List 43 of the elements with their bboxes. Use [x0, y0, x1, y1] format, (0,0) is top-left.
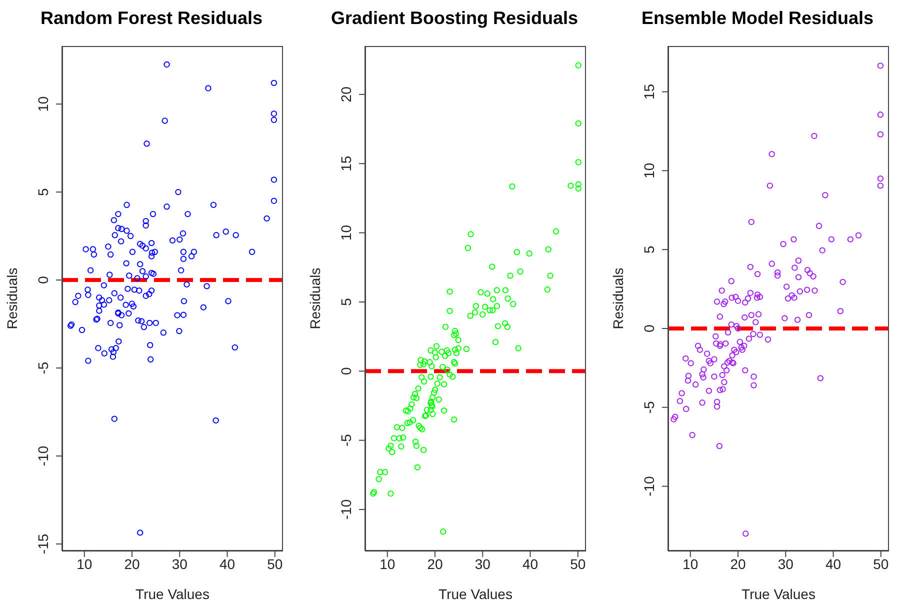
x-tick-label: 30	[474, 556, 491, 572]
y-tick-label: -15	[35, 534, 51, 554]
y-tick-label: -10	[35, 446, 51, 466]
x-tick-label: 30	[778, 556, 794, 572]
y-tick-label: 15	[641, 84, 657, 100]
y-tick-label: -10	[641, 476, 657, 496]
y-tick-label: 10	[35, 96, 51, 112]
x-tick-label: 20	[427, 556, 444, 572]
x-tick-label: 10	[380, 556, 396, 572]
y-tick-label: 15	[338, 156, 354, 172]
y-axis-title: Residuals	[610, 268, 626, 330]
x-tick-label: 40	[219, 556, 236, 572]
y-tick-label: -5	[35, 362, 51, 374]
y-axis-title: Residuals	[307, 268, 323, 330]
y-tick-label: 5	[35, 188, 51, 196]
x-tick-label: 40	[825, 556, 842, 572]
y-tick-label: 0	[35, 276, 51, 284]
x-tick-label: 40	[522, 556, 538, 572]
y-axis-title: Residuals	[4, 268, 20, 330]
x-tick-label: 20	[730, 556, 746, 572]
y-tick-label: 0	[641, 324, 657, 332]
x-tick-label: 10	[682, 556, 698, 572]
x-tick-label: 20	[124, 556, 140, 572]
x-tick-label: 50	[570, 556, 586, 572]
x-axis-title: True Values	[438, 586, 512, 601]
y-tick-label: -5	[338, 434, 354, 447]
chart-title: Random Forest Residuals	[39, 8, 264, 29]
x-axis-title: True Values	[742, 586, 816, 601]
y-tick-label: 10	[641, 162, 657, 178]
chart-title: Gradient Boosting Residuals	[330, 8, 580, 29]
chart-title: Ensemble Model Residuals	[640, 8, 875, 29]
y-tick-label: -10	[338, 499, 354, 520]
y-tick-label: -5	[641, 400, 657, 414]
x-tick-label: 50	[873, 556, 889, 572]
y-tick-label: 20	[338, 86, 354, 102]
y-tick-label: 5	[338, 298, 354, 306]
x-axis-title: True Values	[136, 586, 210, 601]
x-tick-label: 50	[267, 556, 283, 572]
y-tick-label: 5	[641, 245, 657, 254]
x-tick-label: 30	[172, 556, 188, 572]
y-tick-label: 0	[338, 367, 354, 376]
y-tick-label: 10	[338, 224, 354, 241]
x-tick-label: 10	[76, 556, 92, 572]
